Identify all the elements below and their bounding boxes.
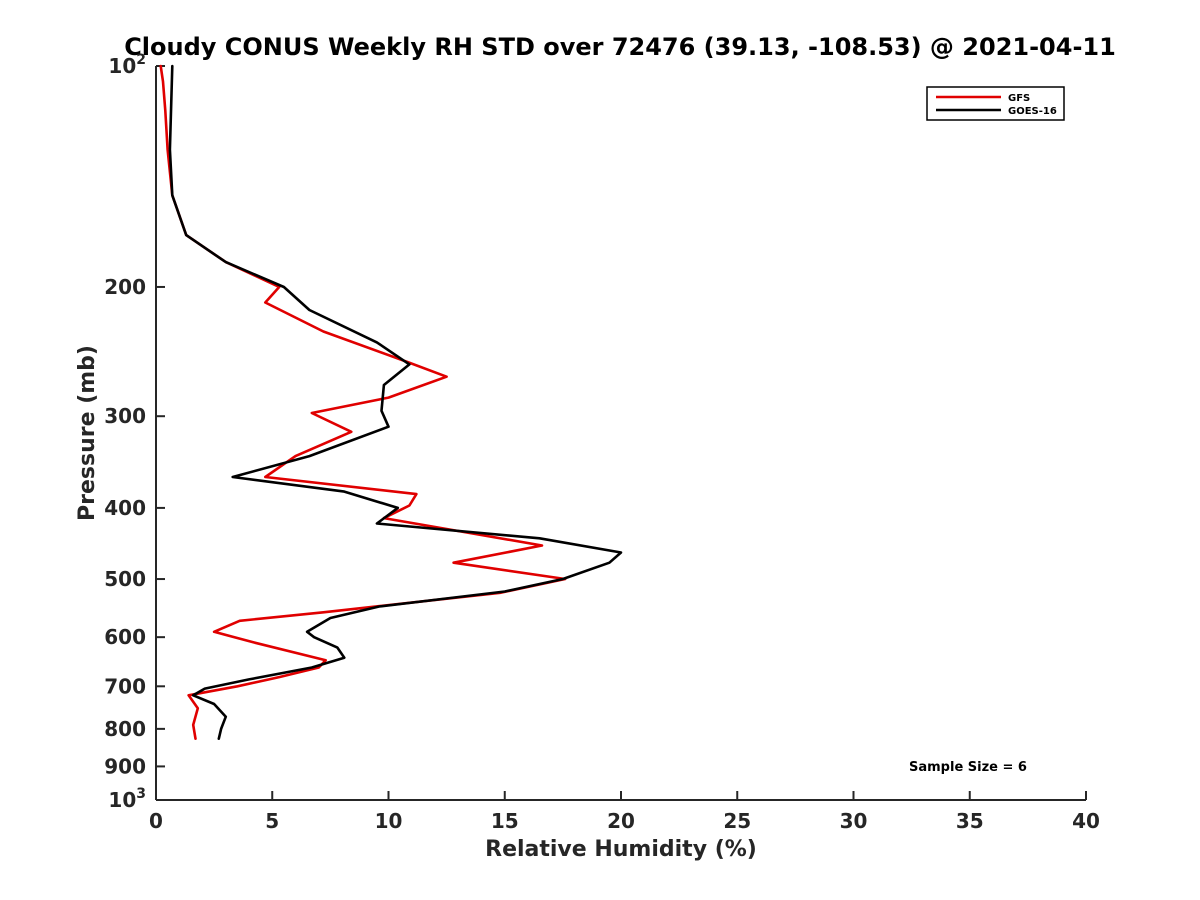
chart-title: Cloudy CONUS Weekly RH STD over 72476 (3… xyxy=(124,33,1116,61)
plot-area: 0 5 10 15 20 25 30 35 40 102 200 300 400 500 600 700 80… xyxy=(104,52,1100,833)
y-tick-label: 400 xyxy=(104,496,146,520)
series-line-goes-16 xyxy=(168,64,623,741)
y-tick-label: 500 xyxy=(104,567,146,591)
x-tick-label: 10 xyxy=(375,809,403,833)
y-tick-label: 103 xyxy=(108,786,146,812)
legend-label-gfs: GFS xyxy=(1008,93,1030,104)
x-axis-ticks: 0 5 10 15 20 25 30 35 40 xyxy=(149,791,1100,833)
legend: GFS GOES-16 xyxy=(926,86,1065,121)
x-tick-label: 5 xyxy=(265,809,279,833)
x-tick-label: 15 xyxy=(491,809,519,833)
y-tick-label: 700 xyxy=(104,674,146,698)
y-axis-label: Pressure (mb) xyxy=(75,345,100,521)
series-layer xyxy=(159,64,623,741)
x-tick-label: 40 xyxy=(1072,809,1100,833)
series-line-gfs xyxy=(159,64,567,741)
y-tick-label: 102 xyxy=(108,52,146,78)
x-tick-label: 25 xyxy=(723,809,751,833)
x-tick-label: 35 xyxy=(956,809,984,833)
y-axis-ticks: 102 200 300 400 500 600 700 800 900 103 xyxy=(104,52,165,812)
legend-box xyxy=(926,86,1065,121)
x-tick-label: 20 xyxy=(607,809,635,833)
y-tick-label: 600 xyxy=(104,625,146,649)
y-tick-label: 900 xyxy=(104,754,146,778)
x-tick-label: 30 xyxy=(840,809,868,833)
y-tick-label: 300 xyxy=(104,404,146,428)
x-axis-label: Relative Humidity (%) xyxy=(485,837,757,862)
x-tick-label: 0 xyxy=(149,809,163,833)
sample-size-annotation: Sample Size = 6 xyxy=(909,760,1027,775)
y-tick-label: 800 xyxy=(104,717,146,741)
y-tick-label: 200 xyxy=(104,275,146,299)
legend-label-goes16: GOES-16 xyxy=(1008,106,1057,117)
